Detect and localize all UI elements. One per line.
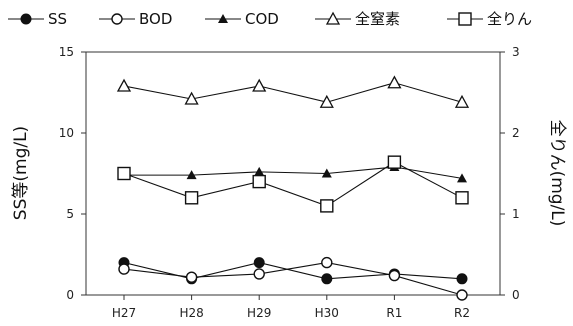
x-tick-label: H30 [315, 306, 339, 320]
series-2-line [124, 166, 463, 179]
series-2-point [186, 170, 197, 180]
series-0 [118, 257, 468, 285]
series [116, 75, 470, 301]
series-1-point [185, 271, 198, 283]
left-axis-ticks: 0 5 10 15 [59, 45, 86, 302]
x-tick-label: H29 [247, 306, 271, 320]
legend-item: SS [8, 10, 67, 28]
series-3-point [116, 78, 132, 92]
right-tick-label: 3 [512, 45, 520, 59]
x-tick-label: R2 [454, 306, 470, 320]
legend-item: COD [205, 10, 279, 28]
left-tick-label: 0 [66, 288, 74, 302]
series-2-point [321, 168, 332, 178]
series-3 [116, 75, 470, 108]
x-axis-ticks: H27 H28 H29 H30 R1 R2 [112, 295, 470, 320]
series-4-point [320, 199, 334, 213]
legend-label: COD [245, 10, 279, 28]
left-tick-label: 15 [59, 45, 74, 59]
series-4-point [387, 155, 402, 169]
series-3-point [184, 91, 199, 105]
series-0-point [321, 273, 333, 285]
series-0-point [253, 257, 265, 269]
series-4-point [252, 174, 266, 189]
right-tick-label: 2 [512, 126, 520, 140]
left-axis-title: SS等(mg/L) [11, 126, 31, 220]
legend-label: BOD [139, 10, 172, 28]
left-tick-label: 5 [66, 207, 74, 221]
series-1-point [321, 256, 333, 269]
legend-marker [20, 13, 32, 25]
right-tick-label: 1 [512, 207, 520, 221]
series-2 [119, 162, 467, 183]
legend-marker [325, 11, 341, 25]
series-2-point [254, 166, 265, 176]
x-tick-label: H28 [179, 306, 203, 320]
series-3-point [319, 94, 334, 108]
series-0-point [456, 273, 468, 285]
series-1-line [123, 262, 463, 296]
series-1 [118, 256, 468, 301]
series-4-point [184, 191, 199, 205]
series-3-point [454, 94, 470, 108]
series-3-line [123, 82, 463, 103]
legend-item: 全りん [447, 10, 532, 28]
x-tick-label: H27 [112, 306, 136, 320]
right-axis-ticks: 0 1 2 3 [500, 45, 520, 302]
series-1-point [253, 268, 265, 280]
legend-item: BOD [99, 10, 172, 28]
series-1-point [388, 269, 401, 282]
left-tick-label: 10 [59, 126, 74, 140]
legend-marker [111, 13, 123, 25]
legend-label: SS [48, 10, 67, 28]
legend-label: 全窒素 [355, 10, 400, 28]
plot-area [85, 51, 501, 296]
x-tick-label: R1 [386, 306, 402, 320]
legend-label: 全りん [487, 10, 532, 28]
right-tick-label: 0 [512, 288, 520, 302]
series-2-point [457, 173, 467, 183]
series-4-point [455, 191, 469, 205]
legend-item: 全窒素 [315, 10, 400, 28]
legend: SS BOD COD 全窒素 全りん [8, 10, 532, 28]
series-1-point [456, 289, 468, 301]
series-3-point [252, 78, 267, 92]
series-4 [117, 155, 469, 213]
series-3-point [387, 75, 402, 89]
series-4-point [117, 166, 131, 181]
legend-marker [458, 12, 472, 26]
series-1-point [118, 263, 130, 275]
series-0-line [123, 262, 463, 280]
right-axis-title: 全りん(mg/L) [547, 120, 567, 227]
series-4-line [123, 161, 463, 207]
legend-marker [218, 14, 228, 23]
